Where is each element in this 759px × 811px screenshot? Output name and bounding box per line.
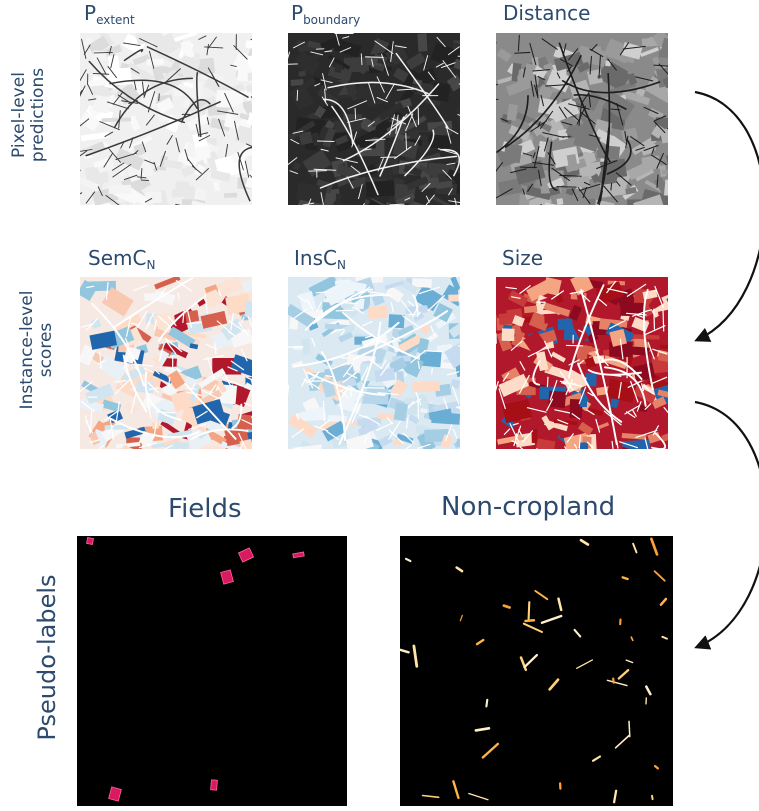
non-cropland-segment xyxy=(612,677,615,684)
non-cropland-segment xyxy=(534,589,549,601)
panel-title-size: Size xyxy=(502,246,544,270)
field-patch xyxy=(210,779,218,791)
non-cropland-segment xyxy=(475,638,485,646)
p-boundary-image xyxy=(288,33,460,205)
field-patch xyxy=(237,547,255,563)
size-image xyxy=(496,277,668,449)
fields-mask xyxy=(86,537,305,802)
non-cropland-segment xyxy=(576,659,594,669)
non-cropland-segment xyxy=(606,679,628,687)
non-cropland-segment xyxy=(404,557,412,563)
panel-title-p-boundary: Pboundary xyxy=(291,1,361,27)
distance-image xyxy=(496,33,668,205)
non-cropland-segment xyxy=(557,597,563,612)
non-cropland-segment xyxy=(659,597,668,606)
non-cropland-segment xyxy=(579,538,590,546)
field-patch xyxy=(292,551,305,559)
non-cropland-segment xyxy=(573,628,582,638)
non-cropland-segment xyxy=(502,604,511,609)
panel-title-semc: SemCN xyxy=(88,246,156,272)
panel-title-fields: Fields xyxy=(168,494,242,524)
field-patch xyxy=(108,786,122,802)
non-cropland-segment xyxy=(653,570,666,582)
non-cropland-segment xyxy=(522,622,543,633)
non-cropland-segment xyxy=(452,780,460,799)
p-extent-map xyxy=(80,33,252,205)
non-cropland-segment xyxy=(421,794,440,799)
semc-map xyxy=(80,277,252,449)
non-cropland-segment xyxy=(617,668,630,680)
non-cropland-segment xyxy=(523,653,539,669)
non-cropland-segment xyxy=(455,566,464,573)
non-cropland-pseudo-label-image xyxy=(400,536,673,806)
non-cropland-segment xyxy=(548,678,560,691)
non-cropland-segment xyxy=(651,794,654,801)
non-cropland-segment xyxy=(653,764,660,770)
arrow-pixel-to-instance xyxy=(694,90,759,342)
insc-map xyxy=(288,277,460,449)
non-cropland-segment xyxy=(485,698,489,708)
non-cropland-segment xyxy=(630,636,634,642)
field-patch xyxy=(220,569,234,585)
panel-title-p-extent: Pextent xyxy=(84,1,135,27)
arrow-instance-to-pseudo xyxy=(694,400,759,650)
non-cropland-segment xyxy=(400,648,410,654)
field-patch xyxy=(86,537,94,545)
non-cropland-segment xyxy=(468,792,489,801)
non-cropland-segment xyxy=(412,644,419,668)
non-cropland-mask xyxy=(400,537,668,804)
non-cropland-segment xyxy=(481,742,500,759)
p-boundary-map xyxy=(288,33,460,205)
non-cropland-segment xyxy=(621,576,629,581)
panel-title-insc: InsCN xyxy=(294,246,346,272)
non-cropland-segment xyxy=(591,755,602,762)
non-cropland-segment xyxy=(540,614,563,625)
non-cropland-segment xyxy=(459,614,463,622)
non-cropland-segment xyxy=(474,726,491,732)
non-cropland-segment xyxy=(625,659,634,664)
panel-title-non-cropland: Non-cropland xyxy=(441,492,616,522)
non-cropland-segment xyxy=(628,720,631,738)
semc-image xyxy=(80,277,252,449)
non-cropland-segment xyxy=(614,734,630,749)
panel-title-distance: Distance xyxy=(503,1,591,25)
distance-map xyxy=(496,33,668,205)
non-cropland-segment xyxy=(661,635,668,640)
non-cropland-segment xyxy=(632,542,638,554)
insc-image xyxy=(288,277,460,449)
non-cropland-segment xyxy=(527,601,531,621)
non-cropland-segment xyxy=(612,789,618,804)
p-extent-image xyxy=(80,33,252,205)
fields-pseudo-label-image xyxy=(77,536,347,806)
non-cropland-segment xyxy=(650,537,659,556)
size-map xyxy=(496,277,668,449)
non-cropland-segment xyxy=(645,685,652,696)
non-cropland-segment xyxy=(524,619,536,623)
